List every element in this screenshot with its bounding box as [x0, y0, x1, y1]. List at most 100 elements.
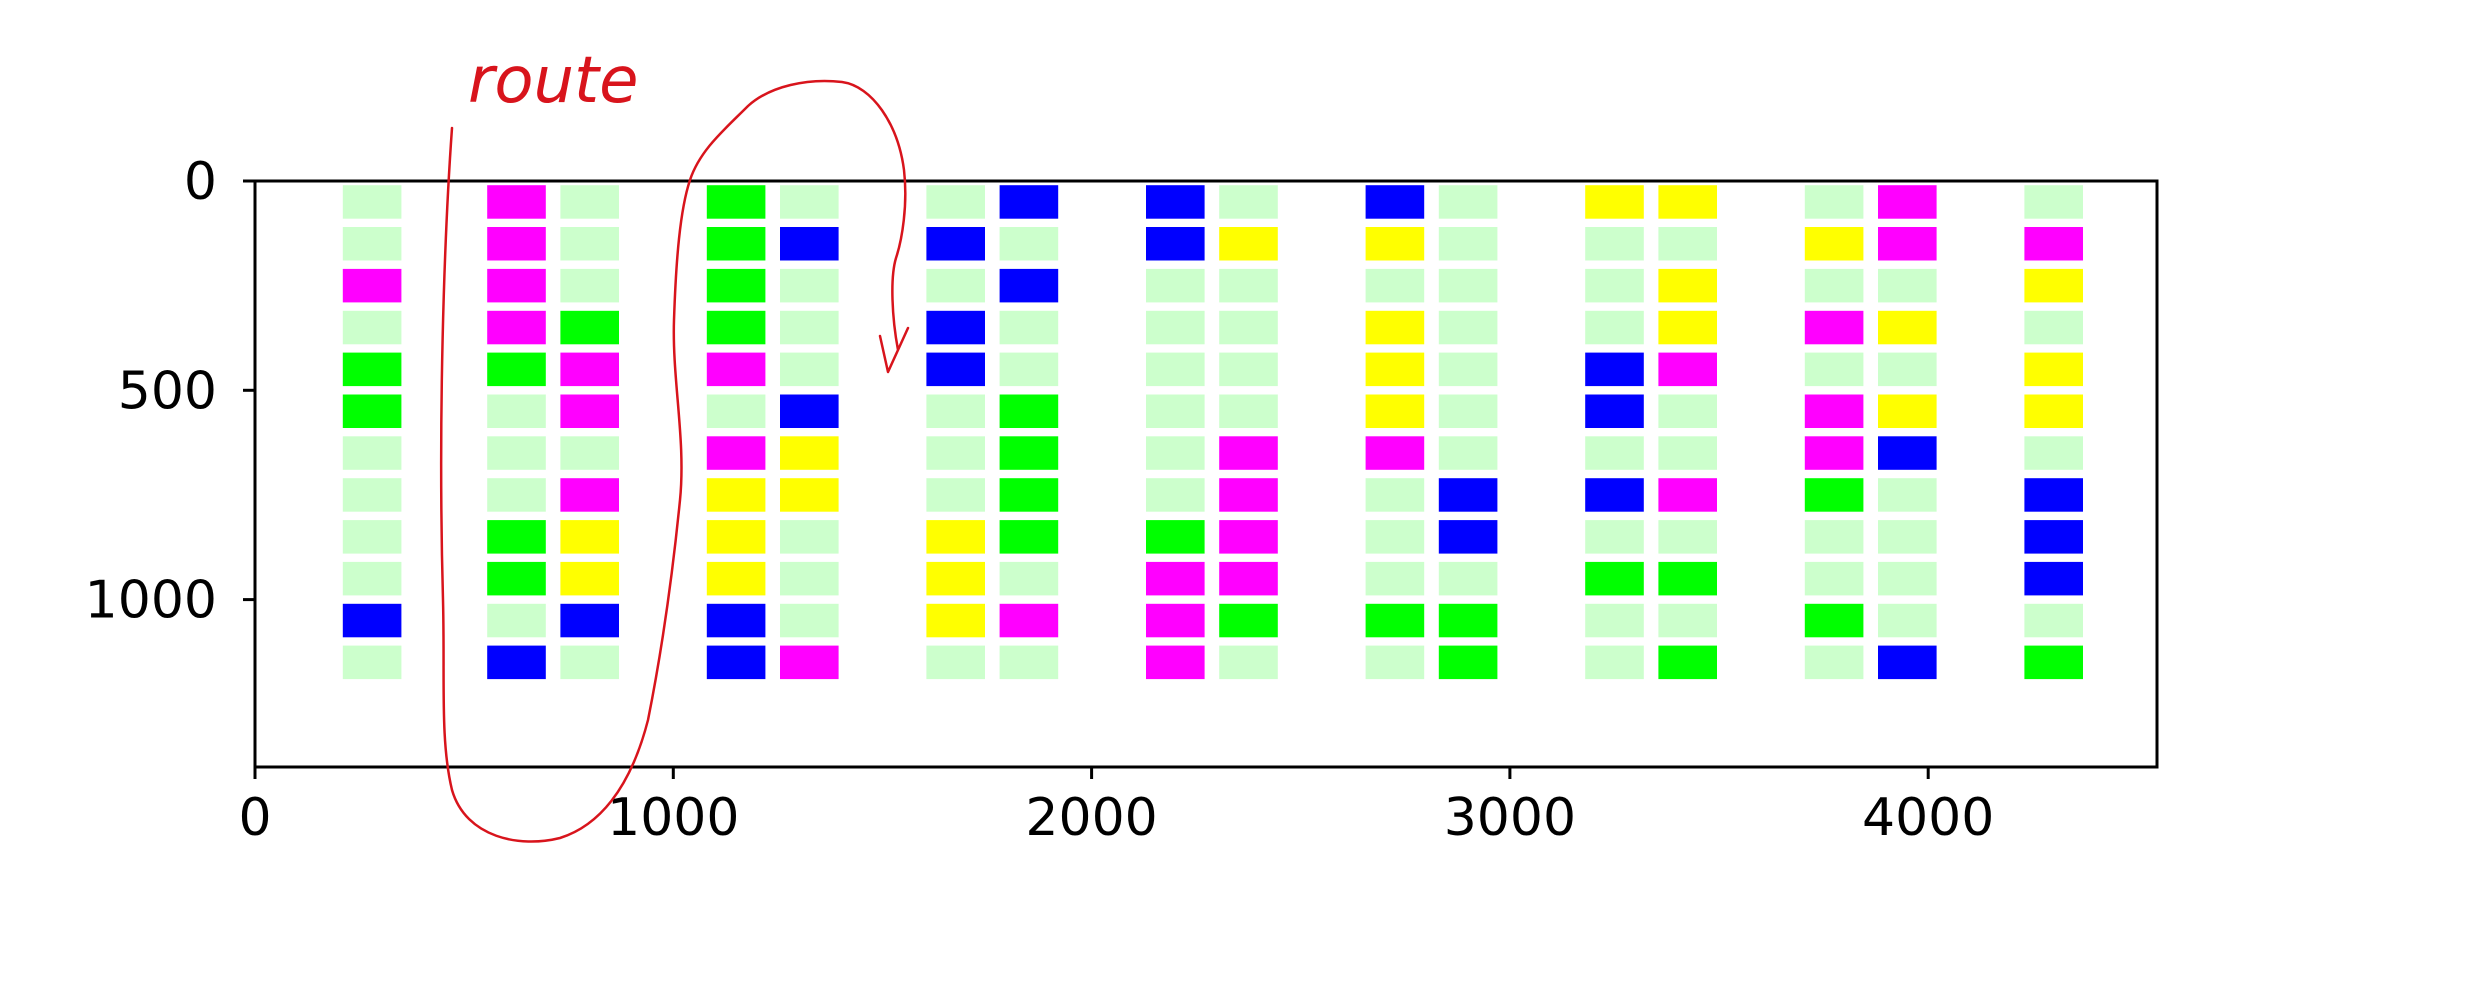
heatmap-cell-c3-r9	[706, 561, 766, 596]
heatmap-cell-c4-r9	[780, 561, 839, 596]
heatmap-cell-c3-r3	[706, 310, 766, 345]
heatmap-cell-c10-r9	[1438, 561, 1498, 596]
heatmap-cell-c4-r5	[780, 394, 839, 428]
route-arrow	[439, 79, 910, 843]
heatmap-cell-c1-r9	[487, 561, 546, 596]
heatmap-cell-c1-r8	[487, 520, 546, 554]
heatmap-cell-c5-r3	[926, 310, 985, 345]
heatmap-cell-c15-r7	[2024, 478, 2083, 512]
heatmap-cell-c6-r8	[999, 520, 1059, 554]
heatmap-cell-c11-r4	[1585, 352, 1644, 387]
heatmap-cell-c1-r2	[487, 268, 546, 303]
heatmap-cell-c5-r11	[926, 645, 985, 680]
heatmap-cell-c8-r8	[1219, 520, 1278, 554]
heatmap-cell-c6-r2	[999, 268, 1059, 303]
heatmap-cell-c10-r11	[1438, 645, 1498, 680]
heatmap-cell-c4-r2	[780, 268, 839, 303]
heatmap-cell-c0-r2	[342, 268, 402, 303]
x-tick-label-0: 0	[238, 788, 271, 848]
heatmap-cell-c9-r11	[1365, 645, 1425, 680]
heatmap-cell-c13-r5	[1804, 394, 1864, 428]
heatmap-cell-c8-r11	[1219, 645, 1278, 680]
heatmap-cell-c14-r0	[1878, 185, 1937, 219]
heatmap-cell-c6-r4	[999, 352, 1059, 387]
heatmap-cell-c4-r3	[780, 310, 839, 345]
heatmap-cell-c0-r7	[342, 478, 402, 512]
heatmap-cell-c15-r5	[2024, 394, 2083, 428]
heatmap-cell-c8-r9	[1219, 561, 1278, 596]
heatmap-cell-c8-r3	[1219, 310, 1278, 345]
heatmap-cell-c1-r3	[487, 310, 546, 345]
heatmap-cell-c7-r0	[1146, 185, 1205, 219]
heatmap-cell-c10-r2	[1438, 268, 1498, 303]
heatmap-cell-c10-r4	[1438, 352, 1498, 387]
heatmap-cell-c15-r10	[2024, 603, 2083, 638]
heatmap-cell-c0-r5	[342, 394, 402, 428]
heatmap-cell-c11-r8	[1585, 520, 1644, 554]
x-tick-label-3000: 3000	[1444, 788, 1576, 848]
heatmap-cell-c7-r5	[1146, 394, 1205, 428]
route-label: route	[468, 44, 639, 118]
route-annotation: route	[439, 44, 910, 843]
heatmap-cell-c3-r11	[706, 645, 766, 680]
heatmap-cell-c10-r5	[1438, 394, 1498, 428]
heatmap-cell-c14-r9	[1878, 561, 1937, 596]
heatmap-cell-c13-r3	[1804, 310, 1864, 345]
heatmap-cell-c14-r5	[1878, 394, 1937, 428]
heatmap-cell-c2-r1	[560, 227, 619, 261]
heatmap-cell-c15-r8	[2024, 520, 2083, 554]
heatmap-cell-c15-r6	[2024, 436, 2083, 470]
x-tick-label-4000: 4000	[1862, 788, 1994, 848]
heatmap-cell-c2-r5	[560, 394, 619, 428]
heatmap-cell-c10-r1	[1438, 227, 1498, 261]
heatmap-cell-c2-r0	[560, 185, 619, 219]
heatmap-cell-c3-r4	[706, 352, 766, 387]
heatmap-cell-c9-r10	[1365, 603, 1425, 638]
heatmap-cell-c9-r2	[1365, 268, 1425, 303]
heatmap-cell-c14-r1	[1878, 227, 1937, 261]
heatmap-cell-c11-r9	[1585, 561, 1644, 596]
heatmap-cell-c4-r0	[780, 185, 839, 219]
heatmap-cell-c12-r9	[1658, 561, 1717, 596]
heatmap-cell-c5-r10	[926, 603, 985, 638]
heatmap-cell-c6-r1	[999, 227, 1059, 261]
heatmap-cell-c2-r6	[560, 436, 619, 470]
heatmap-cell-c14-r2	[1878, 268, 1937, 303]
heatmap-cell-c6-r10	[999, 603, 1059, 638]
heatmap-cell-c5-r0	[926, 185, 985, 219]
heatmap-cell-c3-r7	[706, 478, 766, 512]
heatmap-cell-c12-r1	[1658, 227, 1717, 261]
heatmap-cell-c7-r11	[1146, 645, 1205, 680]
heatmap-cell-c11-r0	[1585, 185, 1644, 219]
heatmap-cell-c2-r3	[560, 310, 619, 345]
heatmap-cell-c12-r6	[1658, 436, 1717, 470]
heatmap-cell-c13-r10	[1804, 603, 1864, 638]
heatmap-cell-c1-r4	[487, 352, 546, 387]
heatmap-cell-c8-r10	[1219, 603, 1278, 638]
heatmap-cell-c0-r4	[342, 352, 402, 387]
heatmap-cell-c6-r3	[999, 310, 1059, 345]
heatmap-cell-c10-r10	[1438, 603, 1498, 638]
heatmap-cell-c1-r10	[487, 603, 546, 638]
heatmap-cell-c10-r6	[1438, 436, 1498, 470]
heatmap-cell-c9-r3	[1365, 310, 1425, 345]
heatmap-cell-c2-r8	[560, 520, 619, 554]
heatmap-cell-c13-r6	[1804, 436, 1864, 470]
heatmap-cell-c2-r11	[560, 645, 619, 680]
x-axis: 0 1000 2000 3000 4000	[238, 767, 1994, 848]
heatmap-cell-c8-r6	[1219, 436, 1278, 470]
heatmap-cell-c6-r11	[999, 645, 1059, 680]
heatmap-cell-c11-r5	[1585, 394, 1644, 428]
heatmap-cell-c8-r0	[1219, 185, 1278, 219]
heatmap-cell-c1-r6	[487, 436, 546, 470]
heatmap-cell-c8-r7	[1219, 478, 1278, 512]
heatmap-cell-c0-r8	[342, 520, 402, 554]
heatmap-cell-c5-r2	[926, 268, 985, 303]
y-tick-label-1000: 1000	[85, 571, 217, 631]
heatmap-cell-c2-r10	[560, 603, 619, 638]
heatmap-cell-c5-r4	[926, 352, 985, 387]
heatmap-cell-c0-r9	[342, 561, 402, 596]
heatmap-cell-c7-r7	[1146, 478, 1205, 512]
heatmap-cell-c2-r7	[560, 478, 619, 512]
